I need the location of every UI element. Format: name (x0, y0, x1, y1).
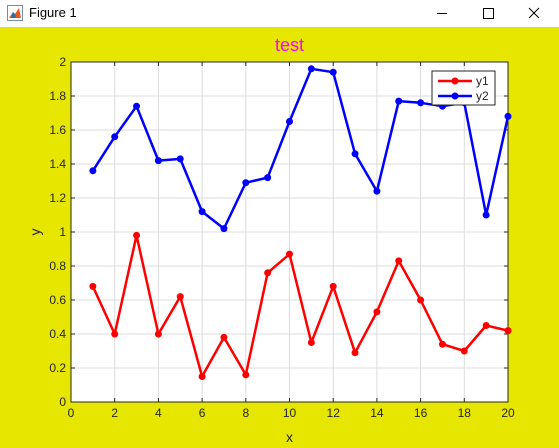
data-point-y2[interactable] (373, 187, 381, 195)
data-point-y2[interactable] (198, 208, 206, 216)
axes (70, 61, 509, 403)
x-tick-label: 0 (68, 406, 75, 420)
data-point-y2[interactable] (504, 112, 512, 120)
data-point-y1[interactable] (111, 330, 119, 338)
maximize-icon (483, 8, 494, 19)
data-point-y1[interactable] (133, 231, 141, 239)
window-title: Figure 1 (29, 5, 77, 20)
chart-title: test (275, 35, 304, 55)
data-point-y2[interactable] (264, 174, 272, 182)
data-point-y1[interactable] (438, 340, 446, 348)
data-point-y2[interactable] (329, 68, 337, 76)
y-tick-label: 1.4 (49, 157, 66, 171)
x-tick-label: 8 (242, 406, 249, 420)
x-tick-label: 16 (414, 406, 428, 420)
data-point-y1[interactable] (220, 333, 228, 341)
data-point-y1[interactable] (504, 327, 512, 335)
data-point-y1[interactable] (242, 371, 250, 379)
y-tick-label: 0.4 (49, 327, 66, 341)
data-point-y2[interactable] (133, 102, 141, 110)
chart-labels: 0 2 4 6 8 10 12 14 16 18 20 0 0.2 0.4 0.6 0.8 1 1.2 1.4 1.6… (27, 35, 515, 445)
y-tick-label: 0.8 (49, 259, 66, 273)
data-point-y2[interactable] (417, 99, 425, 107)
data-point-y1[interactable] (460, 347, 468, 355)
data-point-y1[interactable] (329, 282, 337, 290)
minimize-icon (437, 13, 447, 14)
x-tick-label: 18 (458, 406, 472, 420)
y-tick-label: 1.6 (49, 123, 66, 137)
y-tick-label: 1.8 (49, 89, 66, 103)
data-point-y1[interactable] (264, 269, 272, 277)
data-point-y1[interactable] (307, 339, 315, 346)
data-point-y2[interactable] (482, 211, 490, 219)
x-tick-label: 20 (501, 406, 515, 420)
y-axis-label: y (27, 229, 43, 236)
data-point-y1[interactable] (286, 250, 293, 258)
data-point-y2[interactable] (395, 97, 403, 105)
y-tick-label: 1 (59, 225, 66, 239)
legend-label-y2: y2 (476, 89, 489, 103)
x-tick-label: 14 (370, 406, 384, 420)
series-line-y2 (91, 67, 510, 230)
data-point-y2[interactable] (242, 179, 250, 187)
data-point-y2[interactable] (351, 150, 359, 158)
data-point-y1[interactable] (395, 257, 403, 265)
x-tick-label: 6 (199, 406, 206, 420)
x-tick-label: 12 (327, 406, 341, 420)
data-point-y1[interactable] (89, 282, 97, 290)
y-tick-label: 0 (59, 395, 66, 409)
data-point-y1[interactable] (351, 349, 359, 357)
data-point-y1[interactable] (373, 308, 381, 316)
data-point-y2[interactable] (89, 167, 97, 175)
x-tick-label: 2 (111, 406, 118, 420)
data-point-y1[interactable] (482, 322, 490, 329)
y-tick-label: 2 (59, 55, 66, 69)
maximize-button[interactable] (465, 0, 511, 27)
data-point-y1[interactable] (176, 293, 184, 301)
matlab-figure-icon (7, 5, 23, 21)
y-tick-label: 1.2 (49, 191, 66, 205)
x-tick-label: 4 (155, 406, 162, 420)
data-point-y1[interactable] (154, 330, 162, 338)
title-bar[interactable]: Figure 1 (0, 0, 559, 27)
y-tick-label: 0.2 (49, 361, 66, 375)
y-tick-label: 0.6 (49, 293, 66, 307)
close-icon (528, 7, 540, 19)
series-line-y1 (91, 234, 509, 378)
data-point-y2[interactable] (307, 65, 315, 73)
data-point-y2[interactable] (111, 133, 119, 141)
data-point-y2[interactable] (176, 155, 184, 163)
data-point-y1[interactable] (417, 296, 425, 304)
data-point-y2[interactable] (220, 225, 228, 233)
close-button[interactable] (511, 0, 557, 27)
x-tick-label: 10 (283, 406, 297, 420)
legend-marker-y2 (451, 92, 459, 100)
legend-label-y1: y1 (476, 74, 489, 88)
minimize-button[interactable] (419, 0, 465, 27)
data-point-y2[interactable] (154, 157, 162, 165)
data-point-y2[interactable] (286, 118, 293, 125)
legend-marker-y1 (451, 77, 459, 85)
data-point-y1[interactable] (198, 373, 206, 380)
x-axis-label: x (286, 429, 293, 445)
legend-box (431, 70, 496, 106)
